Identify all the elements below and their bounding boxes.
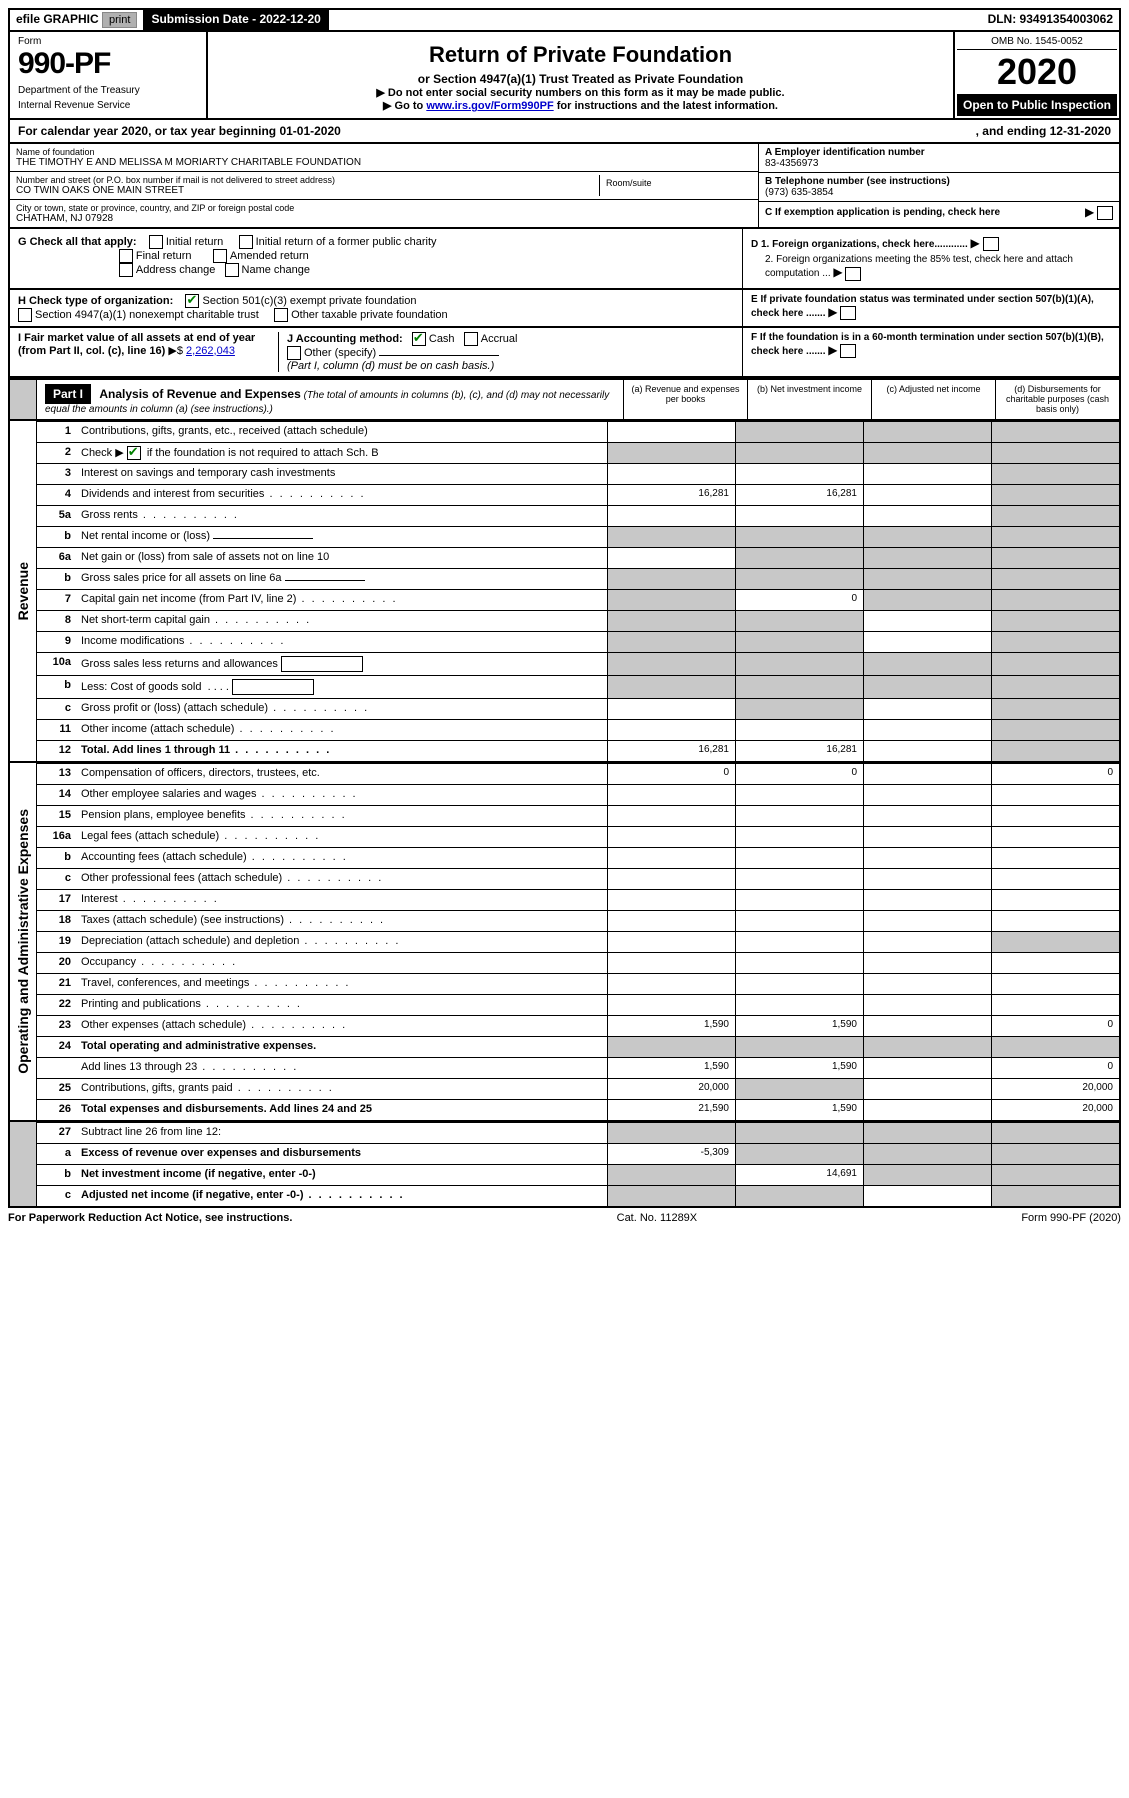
efile-label: efile GRAPHIC xyxy=(16,12,99,26)
name-change-checkbox[interactable] xyxy=(225,263,239,277)
calendar-year-row: For calendar year 2020, or tax year begi… xyxy=(8,120,1121,144)
initial-return-checkbox[interactable] xyxy=(149,235,163,249)
other-taxable-checkbox[interactable] xyxy=(274,308,288,322)
footer-mid: Cat. No. 11289X xyxy=(617,1212,698,1224)
info-grid: Name of foundation THE TIMOTHY E AND MEL… xyxy=(8,144,1121,229)
col-a-header: (a) Revenue and expenses per books xyxy=(623,380,747,419)
open-to-public: Open to Public Inspection xyxy=(957,94,1117,116)
dln: DLN: 93491354003062 xyxy=(982,10,1119,30)
efile-cell: efile GRAPHIC print xyxy=(10,10,145,30)
line27-section: 27Subtract line 26 from line 12: aExcess… xyxy=(8,1122,1121,1208)
foundation-name-cell: Name of foundation THE TIMOTHY E AND MEL… xyxy=(10,144,758,172)
form-number: 990-PF xyxy=(18,47,198,81)
h-section: H Check type of organization: Section 50… xyxy=(8,290,1121,328)
form-word: Form xyxy=(18,36,198,47)
501c3-checkbox[interactable] xyxy=(185,294,199,308)
cal-year-right: , and ending 12-31-2020 xyxy=(976,124,1111,138)
col-d-header: (d) Disbursements for charitable purpose… xyxy=(995,380,1119,419)
revenue-vert-label: Revenue xyxy=(13,554,33,628)
irs-link[interactable]: www.irs.gov/Form990PF xyxy=(426,100,553,112)
omb-number: OMB No. 1545-0052 xyxy=(957,34,1117,50)
header-left: Form 990-PF Department of the Treasury I… xyxy=(10,32,208,118)
irs-label: Internal Revenue Service xyxy=(18,100,198,111)
part1-header-row: Part I Analysis of Revenue and Expenses … xyxy=(8,378,1121,421)
g-section: G Check all that apply: Initial return I… xyxy=(8,229,1121,290)
cal-year-left: For calendar year 2020, or tax year begi… xyxy=(18,124,341,138)
c-check-cell: C If exemption application is pending, c… xyxy=(759,202,1119,223)
other-method-checkbox[interactable] xyxy=(287,346,301,360)
4947-checkbox[interactable] xyxy=(18,308,32,322)
footer: For Paperwork Reduction Act Notice, see … xyxy=(8,1208,1121,1228)
subtitle-3: ▶ Go to www.irs.gov/Form990PF for instru… xyxy=(214,99,947,112)
amended-return-checkbox[interactable] xyxy=(213,249,227,263)
f-checkbox[interactable] xyxy=(840,344,856,358)
ij-section: I Fair market value of all assets at end… xyxy=(8,328,1121,378)
cash-checkbox[interactable] xyxy=(412,332,426,346)
form-title: Return of Private Foundation xyxy=(214,42,947,68)
c-checkbox[interactable] xyxy=(1097,206,1113,220)
revenue-section: Revenue 1Contributions, gifts, grants, e… xyxy=(8,421,1121,763)
top-bar: efile GRAPHIC print Submission Date - 20… xyxy=(8,8,1121,32)
footer-left: For Paperwork Reduction Act Notice, see … xyxy=(8,1212,292,1224)
tax-year: 2020 xyxy=(957,50,1117,94)
subtitle-2: ▶ Do not enter social security numbers o… xyxy=(214,86,947,99)
col-c-header: (c) Adjusted net income xyxy=(871,380,995,419)
part1-label: Part I xyxy=(45,384,91,404)
street-cell: Number and street (or P.O. box number if… xyxy=(10,172,758,200)
opex-vert-label: Operating and Administrative Expenses xyxy=(13,801,33,1082)
form-header: Form 990-PF Department of the Treasury I… xyxy=(8,32,1121,120)
address-change-checkbox[interactable] xyxy=(119,263,133,277)
col-b-header: (b) Net investment income xyxy=(747,380,871,419)
submission-date: Submission Date - 2022-12-20 xyxy=(145,10,328,30)
footer-right: Form 990-PF (2020) xyxy=(1021,1212,1121,1224)
subtitle-1: or Section 4947(a)(1) Trust Treated as P… xyxy=(214,72,947,86)
opex-section: Operating and Administrative Expenses 13… xyxy=(8,763,1121,1122)
phone-cell: B Telephone number (see instructions) (9… xyxy=(759,173,1119,202)
e-checkbox[interactable] xyxy=(840,306,856,320)
print-button[interactable]: print xyxy=(102,12,137,28)
initial-former-checkbox[interactable] xyxy=(239,235,253,249)
dept-treasury: Department of the Treasury xyxy=(18,85,198,96)
accrual-checkbox[interactable] xyxy=(464,332,478,346)
d1-checkbox[interactable] xyxy=(983,237,999,251)
schb-checkbox[interactable] xyxy=(127,446,141,460)
header-right: OMB No. 1545-0052 2020 Open to Public In… xyxy=(953,32,1119,118)
header-center: Return of Private Foundation or Section … xyxy=(208,32,953,118)
d2-checkbox[interactable] xyxy=(845,267,861,281)
city-cell: City or town, state or province, country… xyxy=(10,200,758,227)
final-return-checkbox[interactable] xyxy=(119,249,133,263)
fmv-value[interactable]: 2,262,043 xyxy=(186,345,235,357)
ein-cell: A Employer identification number 83-4356… xyxy=(759,144,1119,173)
